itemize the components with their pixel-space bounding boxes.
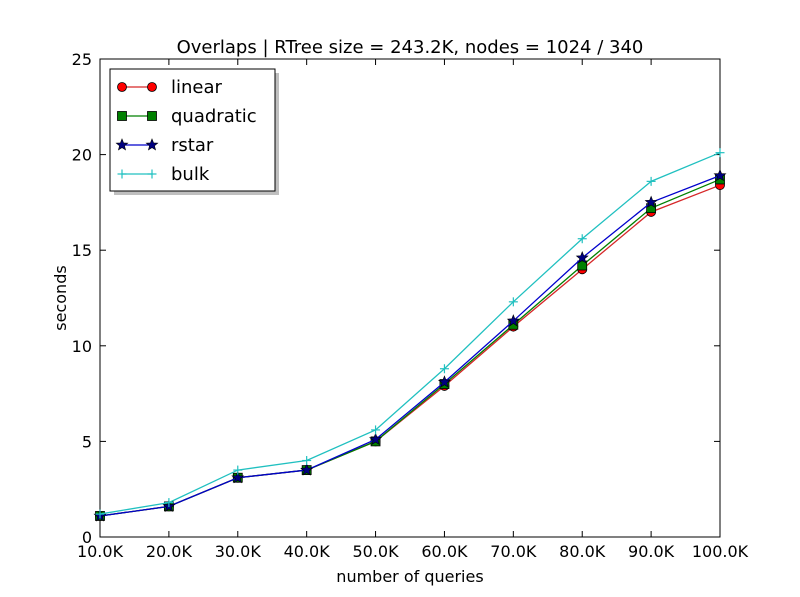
x-tick-label: 40.0K xyxy=(284,542,331,561)
legend-marker-quadratic xyxy=(117,111,127,121)
data-point-bulk xyxy=(371,425,381,435)
y-tick-label: 0 xyxy=(82,528,92,547)
data-point-rstar xyxy=(437,375,451,388)
legend-marker-bulk xyxy=(117,169,127,179)
data-point-bulk xyxy=(508,297,518,307)
data-point-quadratic xyxy=(577,260,588,271)
legend-label-linear: linear xyxy=(171,77,223,98)
x-axis-label: number of queries xyxy=(336,567,483,586)
series-line-quadratic xyxy=(99,178,721,517)
y-tick-label: 10 xyxy=(72,337,92,356)
x-tick-label: 100.0K xyxy=(692,542,749,561)
data-point-rstar xyxy=(713,168,727,182)
y-tick-label: 25 xyxy=(72,50,92,69)
x-tick-label: 50.0K xyxy=(352,542,399,561)
data-point-bulk xyxy=(577,234,587,244)
y-tick-label: 15 xyxy=(72,241,92,260)
data-point-bulk xyxy=(715,148,725,158)
data-point-rstar xyxy=(575,251,589,264)
legend-marker-quadratic xyxy=(147,111,157,121)
data-point-bulk xyxy=(164,498,174,508)
y-tick-label: 5 xyxy=(82,432,92,451)
x-tick-label: 80.0K xyxy=(559,542,606,561)
data-point-rstar xyxy=(506,314,520,327)
data-point-bulk xyxy=(646,176,656,186)
x-tick-label: 10.0K xyxy=(77,542,124,561)
legend-marker-rstar xyxy=(115,138,129,151)
x-tick-label: 70.0K xyxy=(490,542,537,561)
data-point-bulk xyxy=(95,509,105,519)
legend-label-rstar: rstar xyxy=(171,135,214,156)
legend-marker-linear xyxy=(147,82,157,92)
legend-marker-linear xyxy=(117,82,127,92)
series-line-linear xyxy=(99,184,721,517)
legend-marker-rstar xyxy=(145,138,159,151)
x-tick-label: 90.0K xyxy=(628,542,675,561)
chart-title: Overlaps | RTree size = 243.2K, nodes = … xyxy=(177,37,644,58)
data-point-bulk xyxy=(302,456,312,466)
data-point-rstar xyxy=(231,470,245,484)
y-axis-label: seconds xyxy=(51,265,70,330)
series-line-bulk xyxy=(99,152,721,515)
x-tick-label: 60.0K xyxy=(421,542,468,561)
x-tick-label: 30.0K xyxy=(215,542,262,561)
x-tick-label: 20.0K xyxy=(146,542,193,561)
data-point-bulk xyxy=(233,465,243,475)
data-point-rstar xyxy=(300,463,314,476)
legend-label-bulk: bulk xyxy=(171,164,210,185)
series-line-rstar xyxy=(99,175,721,517)
legend-label-quadratic: quadratic xyxy=(171,106,257,127)
legend-marker-bulk xyxy=(147,169,157,179)
legend-box xyxy=(109,68,276,192)
data-point-bulk xyxy=(439,364,449,374)
plot-frame xyxy=(99,58,721,538)
y-tick-label: 20 xyxy=(72,146,92,165)
data-point-rstar xyxy=(644,195,658,208)
data-point-rstar xyxy=(369,432,383,446)
